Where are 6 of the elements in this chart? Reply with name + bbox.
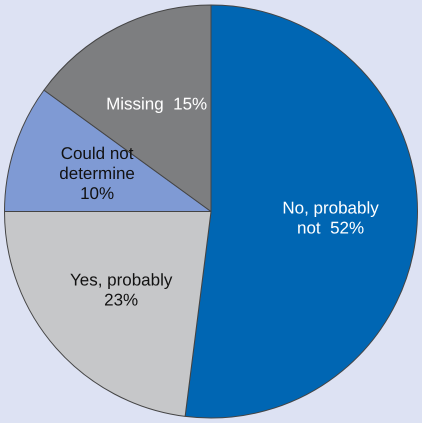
slice-label: Yes, probably [70,270,173,290]
data-label: 10% [80,184,114,204]
slice-label: No, probably not 52% [282,198,380,238]
slice-label: Could not determine [59,144,135,184]
data-label: 23% [104,290,138,310]
slice-label: Missing 15% [106,94,208,114]
